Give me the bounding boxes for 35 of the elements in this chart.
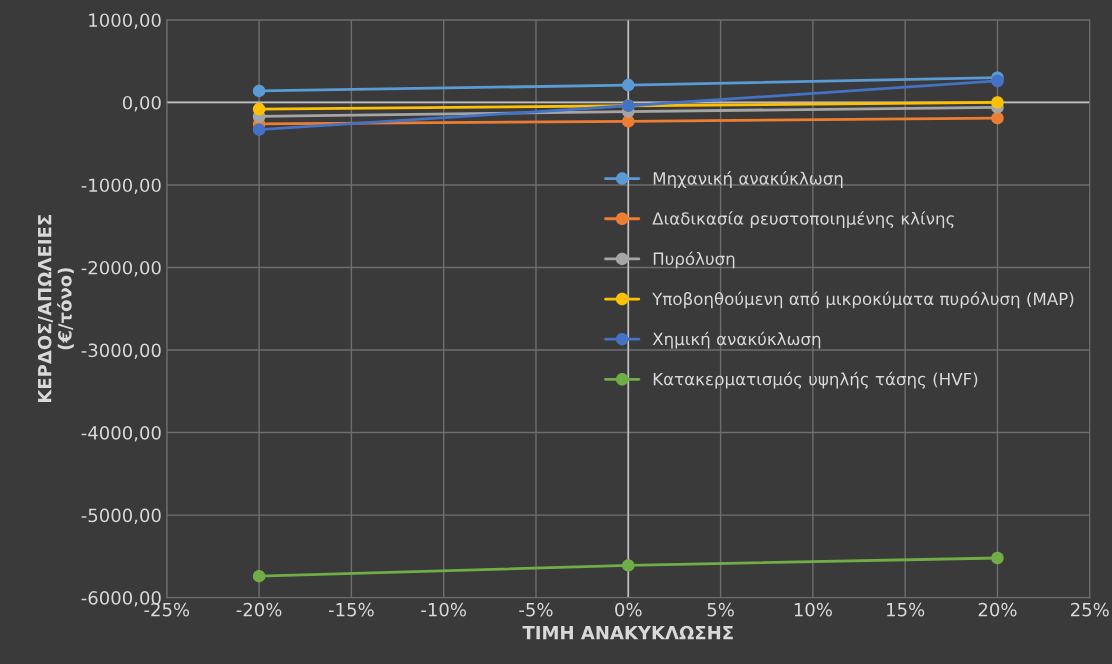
point [991,111,1004,125]
y-tick-label: -4000,00 [81,426,161,442]
point [991,551,1004,565]
point [622,78,635,92]
x-axis-title: ΤΙΜΗ ΑΝΑΚΥΚΛΩΣΗΣ [522,625,733,640]
point [252,102,266,116]
legend-label: Διαδικασία ρευστοποιημένης κλίνης [652,211,954,229]
x-tick-label: 5% [707,602,734,617]
point [252,569,266,583]
point [252,123,266,136]
y-tick-label: -2000,00 [81,260,161,277]
y-tick-label: 1000,00 [89,13,161,29]
x-tick-label: -15% [328,602,374,617]
point [991,96,1004,109]
point [252,84,266,98]
x-tick-label: 10% [794,602,832,617]
point [991,74,1004,88]
legend-label: Μηχανική ανακύκλωση [653,171,843,188]
x-tick-label: 0% [615,602,642,617]
x-tick-label: 20% [978,602,1017,617]
x-tick-label: -10% [421,602,467,617]
y-tick-label: -1000,00 [81,178,161,194]
x-tick-label: 25% [1071,602,1109,617]
x-tick-label: 15% [887,602,925,617]
point [622,559,635,572]
legend-label: Κατακερματισμός υψηλής τάσης (HVF) [653,371,978,389]
y-tick-label: 0,00 [122,95,161,112]
x-tick-label: -5% [519,602,553,617]
legend-label: Χημική ανακύκλωση [652,331,821,349]
y-tick-label: -3000,00 [81,343,161,359]
legend-label: Πυρόλυση [653,251,735,269]
x-tick-label: -20% [236,602,282,617]
legend-label: Υποβοηθούμενη από μικροκύματα πυρόλυση (MAP) [652,291,1074,309]
y-axis-title: ΚΕΡΔΟΣ/ΑΠΩΛΕΙΕΣ (€/τόνο) [37,215,74,403]
y-tick-label: -5000,00 [81,508,161,525]
